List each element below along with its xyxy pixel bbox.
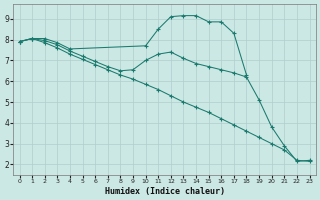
X-axis label: Humidex (Indice chaleur): Humidex (Indice chaleur) bbox=[105, 187, 225, 196]
